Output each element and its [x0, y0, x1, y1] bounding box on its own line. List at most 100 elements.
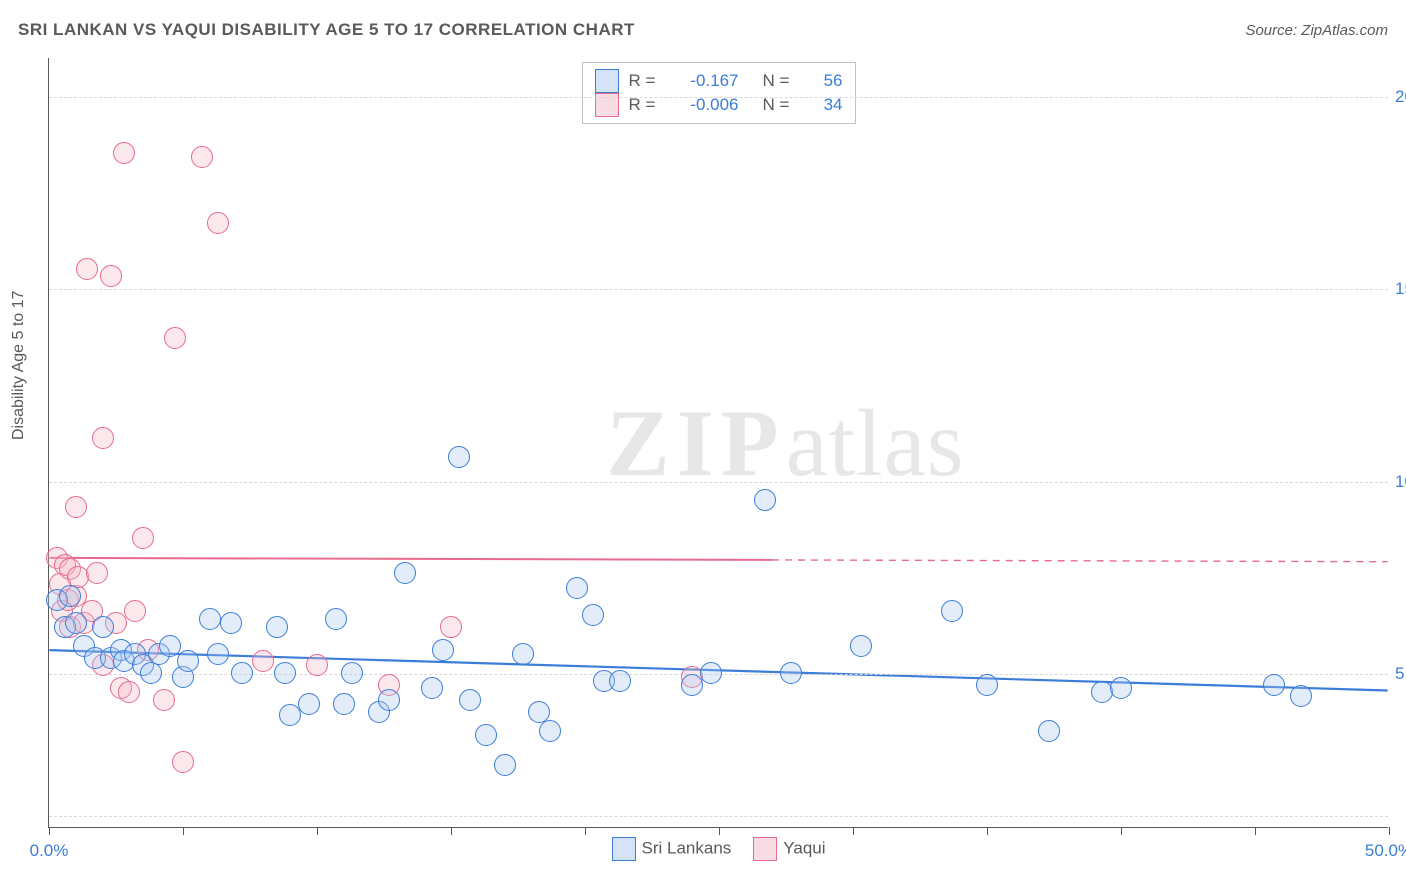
legend-stats-row: R = -0.167 N = 56 [595, 69, 843, 93]
legend-stats: R =-0.167N =56R =-0.006N =34 [582, 62, 856, 124]
x-tick-label: 50.0% [1365, 841, 1406, 861]
watermark-zip: ZIP [606, 390, 785, 496]
source-attribution: Source: ZipAtlas.com [1245, 22, 1388, 39]
sri-lankans-point [65, 612, 87, 634]
yaqui-point [65, 496, 87, 518]
trend-line-extrapolated [772, 560, 1388, 562]
legend-swatch [612, 837, 636, 861]
sri-lankans-point [1263, 674, 1285, 696]
sri-lankans-point [207, 643, 229, 665]
sri-lankans-point [566, 577, 588, 599]
gridline [49, 816, 1388, 817]
x-tick [317, 827, 318, 835]
yaqui-point [100, 265, 122, 287]
yaqui-point [207, 212, 229, 234]
yaqui-point [92, 427, 114, 449]
legend-series-label: Sri Lankans [642, 838, 732, 857]
sri-lankans-point [159, 635, 181, 657]
x-tick [853, 827, 854, 835]
sri-lankans-point [539, 720, 561, 742]
trend-lines [49, 58, 1388, 827]
y-tick-label: 5.0% [1395, 664, 1406, 684]
x-tick [49, 827, 50, 835]
sri-lankans-point [341, 662, 363, 684]
yaqui-point [252, 650, 274, 672]
yaqui-point [440, 616, 462, 638]
sri-lankans-point [231, 662, 253, 684]
legend-swatch [595, 69, 619, 93]
y-tick-label: 10.0% [1395, 472, 1406, 492]
y-tick-label: 15.0% [1395, 279, 1406, 299]
sri-lankans-point [448, 446, 470, 468]
x-tick [719, 827, 720, 835]
legend-n-value: 56 [813, 69, 843, 93]
sri-lankans-point [325, 608, 347, 630]
x-tick-label: 0.0% [30, 841, 69, 861]
sri-lankans-point [780, 662, 802, 684]
x-tick [1389, 827, 1390, 835]
sri-lankans-point [421, 677, 443, 699]
y-tick-label: 20.0% [1395, 87, 1406, 107]
legend-swatch [753, 837, 777, 861]
sri-lankans-point [432, 639, 454, 661]
sri-lankans-point [394, 562, 416, 584]
sri-lankans-point [274, 662, 296, 684]
x-tick [451, 827, 452, 835]
sri-lankans-point [140, 662, 162, 684]
sri-lankans-point [494, 754, 516, 776]
sri-lankans-point [1110, 677, 1132, 699]
sri-lankans-point [512, 643, 534, 665]
sri-lankans-point [941, 600, 963, 622]
sri-lankans-point [59, 585, 81, 607]
legend-n-label: N = [763, 69, 803, 93]
yaqui-point [153, 689, 175, 711]
legend-r-label: R = [629, 69, 669, 93]
gridline [49, 289, 1388, 290]
gridline [49, 97, 1388, 98]
sri-lankans-point [582, 604, 604, 626]
sri-lankans-point [850, 635, 872, 657]
yaqui-point [118, 681, 140, 703]
sri-lankans-point [298, 693, 320, 715]
yaqui-point [306, 654, 328, 676]
watermark-atlas: atlas [786, 390, 965, 496]
x-tick [183, 827, 184, 835]
sri-lankans-point [378, 689, 400, 711]
yaqui-point [113, 142, 135, 164]
plot-area: ZIPatlas R =-0.167N =56R =-0.006N =34 Sr… [48, 58, 1388, 828]
sri-lankans-point [475, 724, 497, 746]
yaqui-point [164, 327, 186, 349]
yaqui-point [124, 600, 146, 622]
sri-lankans-point [333, 693, 355, 715]
sri-lankans-point [609, 670, 631, 692]
y-axis-label: Disability Age 5 to 17 [10, 291, 28, 440]
sri-lankans-point [1038, 720, 1060, 742]
sri-lankans-point [199, 608, 221, 630]
legend-series: Sri Lankans Yaqui [612, 837, 826, 861]
legend-r-value: -0.167 [679, 69, 739, 93]
yaqui-point [191, 146, 213, 168]
sri-lankans-point [1290, 685, 1312, 707]
sri-lankans-point [177, 650, 199, 672]
sri-lankans-point [220, 612, 242, 634]
sri-lankans-point [459, 689, 481, 711]
legend-series-label: Yaqui [783, 838, 825, 857]
yaqui-point [132, 527, 154, 549]
x-tick [585, 827, 586, 835]
x-tick [987, 827, 988, 835]
sri-lankans-point [700, 662, 722, 684]
x-tick [1121, 827, 1122, 835]
legend-series-item: Sri Lankans [612, 837, 732, 861]
x-tick [1255, 827, 1256, 835]
sri-lankans-point [92, 616, 114, 638]
sri-lankans-point [266, 616, 288, 638]
gridline [49, 482, 1388, 483]
yaqui-point [76, 258, 98, 280]
yaqui-point [172, 751, 194, 773]
legend-series-item: Yaqui [753, 837, 825, 861]
chart-title: SRI LANKAN VS YAQUI DISABILITY AGE 5 TO … [18, 20, 635, 40]
yaqui-point [86, 562, 108, 584]
trend-line [49, 558, 772, 560]
sri-lankans-point [754, 489, 776, 511]
sri-lankans-point [976, 674, 998, 696]
